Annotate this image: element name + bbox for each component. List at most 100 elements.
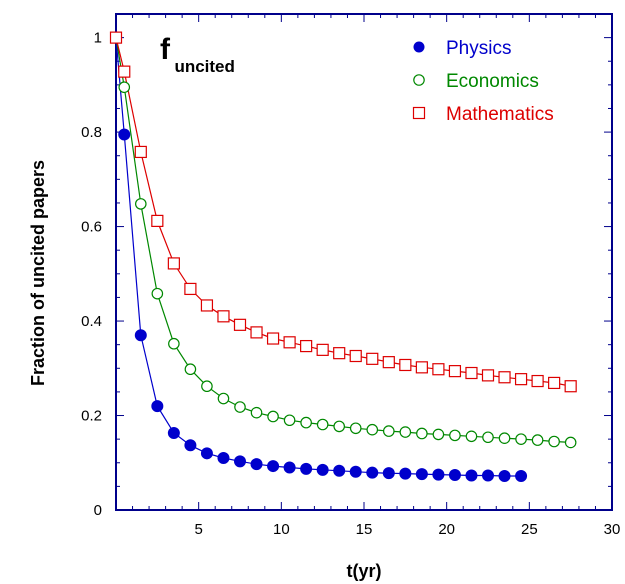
data-points-layer — [109, 31, 577, 482]
physics-point — [399, 467, 412, 480]
legend: Physics Economics Mathematics — [412, 38, 554, 125]
x-tick-label: 30 — [604, 521, 621, 538]
mathematics-point — [134, 145, 147, 159]
physics-point — [184, 439, 197, 452]
legend-marker-mathematics — [412, 106, 426, 120]
mathematics-point — [233, 318, 247, 331]
physics-point — [234, 455, 246, 468]
economics-point — [168, 337, 180, 350]
economics-point — [300, 416, 312, 429]
economics-point — [564, 436, 577, 449]
physics-point — [250, 458, 263, 471]
economics-point — [399, 426, 412, 438]
physics-point — [515, 469, 528, 482]
economics-point — [201, 380, 213, 393]
physics-point — [134, 329, 147, 342]
y-tick-label: 0.8 — [81, 124, 102, 141]
y-tick-label: 1 — [94, 30, 102, 47]
physics-point — [316, 463, 329, 476]
x-tick-label: 5 — [194, 521, 202, 538]
physics-point — [151, 400, 164, 413]
economics-point — [217, 392, 230, 405]
physics-point — [465, 469, 478, 482]
economics-point — [416, 427, 428, 440]
economics-point — [515, 433, 527, 445]
mathematics-point — [548, 376, 561, 390]
mathematics-point — [300, 339, 313, 353]
physics-point — [167, 427, 180, 440]
y-tick-label: 0.6 — [81, 219, 102, 236]
physics-point — [382, 467, 395, 480]
mathematics-point — [200, 299, 214, 312]
legend-label-physics: Physics — [446, 38, 511, 59]
physics-point — [482, 469, 494, 482]
economics-point — [366, 423, 379, 436]
economics-point — [118, 81, 131, 94]
economics-point — [531, 434, 544, 446]
economics-point — [234, 401, 246, 413]
mathematics-point — [448, 365, 462, 378]
economics-point — [498, 432, 511, 444]
economics-point — [449, 429, 461, 442]
x-tick-label: 15 — [356, 521, 373, 538]
physics-point — [432, 468, 445, 481]
y-axis-title: Fraction of uncited papers — [28, 160, 48, 386]
physics-point — [200, 447, 213, 460]
annotation-f-uncited: f uncited — [160, 33, 235, 76]
annotation-main: f — [160, 33, 171, 66]
economics-point — [135, 198, 147, 210]
mathematics-point — [366, 352, 379, 365]
economics-point — [333, 420, 345, 433]
mathematics-point — [167, 257, 180, 270]
economics-point — [548, 435, 560, 448]
economics-point — [283, 414, 296, 427]
mathematics-point — [481, 369, 495, 382]
physics-point — [333, 464, 346, 477]
physics-point — [366, 466, 379, 479]
mathematics-point — [415, 361, 428, 374]
legend-marker-economics — [413, 74, 425, 86]
mathematics-point — [283, 336, 296, 349]
y-tick-label: 0 — [94, 502, 102, 519]
economics-point — [316, 418, 329, 431]
economics-point — [151, 287, 164, 300]
economics-point — [465, 430, 478, 443]
physics-point — [448, 469, 461, 482]
mathematics-point — [531, 374, 544, 388]
physics-point — [217, 452, 230, 465]
legend-label-economics: Economics — [446, 71, 539, 92]
physics-point — [349, 465, 362, 478]
y-tick-label: 0.4 — [81, 313, 102, 330]
y-tick-label: 0.2 — [81, 408, 102, 425]
annotation-subscript: uncited — [174, 57, 234, 76]
mathematics-point — [109, 31, 123, 44]
mathematics-point — [151, 214, 164, 228]
economics-point — [250, 406, 263, 419]
physics-point — [415, 468, 428, 481]
physics-point — [283, 461, 296, 474]
mathematics-point — [184, 282, 197, 296]
economics-point — [482, 431, 494, 444]
physics-point — [118, 128, 131, 141]
x-axis-title: t(yr) — [347, 561, 382, 581]
economics-point — [382, 425, 395, 437]
economics-point — [432, 428, 445, 441]
x-tick-label: 10 — [273, 521, 290, 538]
axes-layer: 5 10 15 20 25 30 0 0.2 0.4 0.6 0.8 1 — [81, 13, 621, 538]
physics-point — [267, 460, 280, 473]
mathematics-point — [266, 332, 280, 345]
mathematics-point — [333, 347, 346, 360]
physics-point — [498, 469, 511, 482]
mathematics-point — [564, 380, 577, 393]
legend-marker-physics — [413, 41, 425, 53]
mathematics-point — [382, 356, 395, 369]
mathematics-point — [349, 349, 362, 363]
economics-point — [267, 410, 279, 423]
mathematics-point — [432, 363, 445, 376]
mathematics-point — [118, 65, 131, 78]
physics-point — [300, 462, 313, 475]
x-tick-label: 20 — [438, 521, 455, 538]
mathematics-point — [465, 366, 478, 380]
mathematics-point — [514, 373, 528, 386]
